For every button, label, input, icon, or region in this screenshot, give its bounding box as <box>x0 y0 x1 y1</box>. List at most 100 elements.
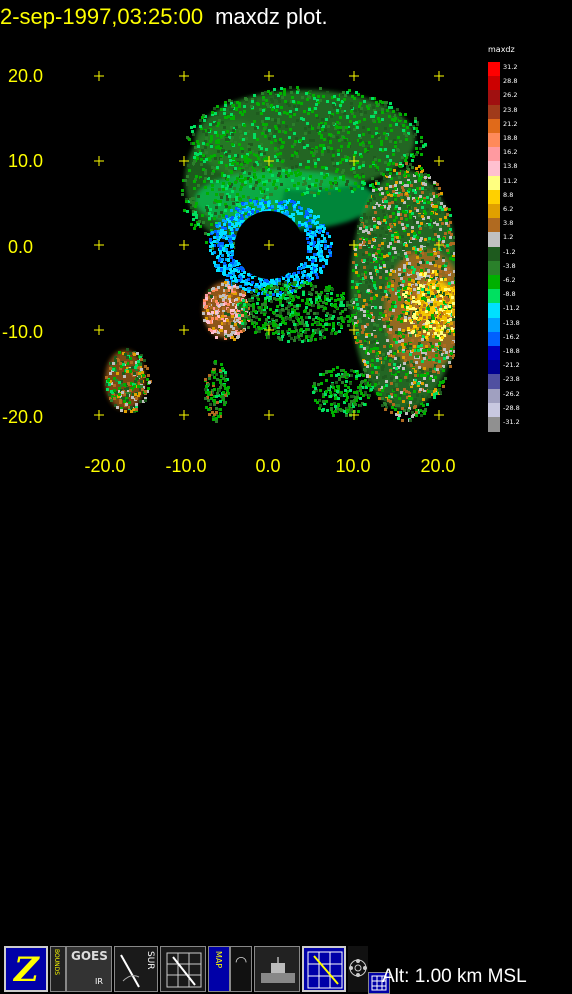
echo-pixel <box>417 287 420 290</box>
echo-pixel <box>404 211 407 214</box>
echo-pixel <box>367 231 370 234</box>
echo-pixel <box>243 303 246 306</box>
echo-pixel <box>219 408 222 411</box>
echo-pixel <box>366 310 369 313</box>
echo-pixel <box>254 176 257 179</box>
echo-pixel <box>297 169 300 172</box>
echo-pixel <box>380 257 383 260</box>
echo-pixel <box>401 407 404 410</box>
echo-pixel <box>291 308 294 311</box>
echo-pixel <box>411 212 414 215</box>
echo-pixel <box>431 295 434 298</box>
echo-pixel <box>268 129 271 132</box>
echo-pixel <box>394 117 397 120</box>
echo-pixel <box>377 366 380 369</box>
echo-pixel <box>310 191 313 194</box>
echo-pixel <box>392 162 395 165</box>
echo-pixel <box>315 146 318 149</box>
echo-pixel <box>373 296 376 299</box>
echo-pixel <box>275 309 278 312</box>
echo-pixel <box>372 106 375 109</box>
echo-pixel <box>190 201 193 204</box>
echo-pixel <box>374 266 377 269</box>
echo-pixel <box>232 237 235 240</box>
echo-pixel <box>140 385 143 388</box>
echo-pixel <box>389 124 392 127</box>
echo-pixel <box>206 192 209 195</box>
echo-pixel <box>228 220 231 223</box>
echo-pixel <box>427 332 430 335</box>
echo-pixel <box>444 377 447 380</box>
echo-pixel <box>218 215 221 218</box>
echo-pixel <box>312 259 315 262</box>
echo-pixel <box>345 399 348 402</box>
echo-pixel <box>213 388 216 391</box>
echo-pixel <box>238 143 241 146</box>
echo-pixel <box>210 155 213 158</box>
echo-pixel <box>241 150 244 153</box>
echo-pixel <box>398 414 401 417</box>
echo-pixel <box>395 331 398 334</box>
echo-pixel <box>204 232 207 235</box>
echo-pixel <box>432 320 435 323</box>
echo-pixel <box>409 305 412 308</box>
echo-pixel <box>341 171 344 174</box>
echo-pixel <box>216 256 219 259</box>
echo-pixel <box>317 192 320 195</box>
echo-pixel <box>429 368 432 371</box>
echo-pixel <box>402 346 405 349</box>
echo-pixel <box>213 240 216 243</box>
echo-pixel <box>394 357 397 360</box>
echo-pixel <box>362 253 365 256</box>
echo-pixel <box>311 277 314 280</box>
echo-pixel <box>217 264 220 267</box>
echo-pixel <box>146 367 149 370</box>
echo-pixel <box>389 172 392 175</box>
echo-pixel <box>230 309 233 312</box>
echo-pixel <box>293 105 296 108</box>
echo-pixel <box>387 325 390 328</box>
echo-pixel <box>408 262 411 265</box>
echo-pixel <box>357 290 360 293</box>
echo-pixel <box>278 112 281 115</box>
echo-pixel <box>208 374 211 377</box>
echo-pixel <box>272 293 275 296</box>
echo-pixel <box>236 213 239 216</box>
echo-pixel <box>236 286 239 289</box>
echo-pixel <box>333 402 336 405</box>
echo-pixel <box>210 223 213 226</box>
echo-pixel <box>228 99 231 102</box>
echo-pixel <box>412 285 415 288</box>
radar-plot[interactable] <box>55 50 455 430</box>
echo-pixel <box>437 235 440 238</box>
echo-pixel <box>222 131 225 134</box>
echo-pixel <box>394 184 397 187</box>
echo-pixel <box>390 317 393 320</box>
echo-pixel <box>341 158 344 161</box>
echo-pixel <box>291 166 294 169</box>
echo-pixel <box>445 291 448 294</box>
echo-pixel <box>244 209 247 212</box>
echo-pixel <box>435 392 438 395</box>
echo-pixel <box>201 149 204 152</box>
echo-pixel <box>319 293 322 296</box>
echo-pixel <box>315 114 318 117</box>
echo-pixel <box>445 351 448 354</box>
echo-pixel <box>228 286 231 289</box>
echo-pixel <box>254 203 257 206</box>
echo-pixel <box>190 223 193 226</box>
echo-pixel <box>449 243 452 246</box>
echo-pixel <box>368 244 371 247</box>
echo-pixel <box>442 385 445 388</box>
echo-pixel <box>389 215 392 218</box>
echo-pixel <box>411 159 414 162</box>
echo-pixel <box>223 126 226 129</box>
echo-pixel <box>218 188 221 191</box>
echo-pixel <box>374 306 377 309</box>
echo-pixel <box>385 258 388 261</box>
echo-pixel <box>134 380 137 383</box>
echo-pixel <box>227 175 230 178</box>
echo-pixel <box>316 331 319 334</box>
echo-pixel <box>279 296 282 299</box>
echo-pixel <box>123 383 126 386</box>
